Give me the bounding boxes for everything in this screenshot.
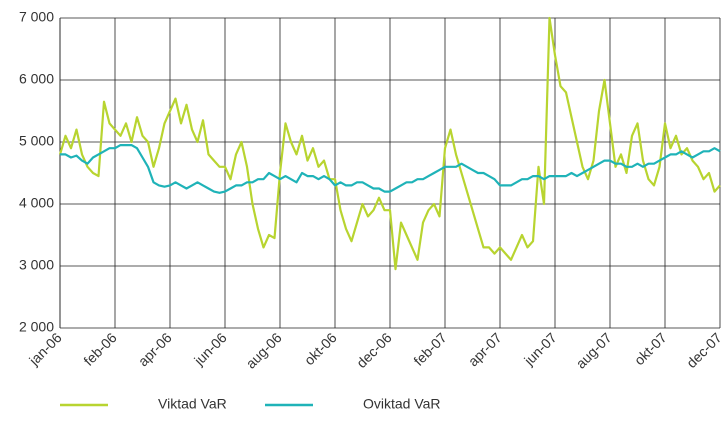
x-tick-label: dec-07 (683, 329, 721, 371)
y-tick-label: 3 000 (19, 257, 54, 273)
y-tick-label: 6 000 (19, 71, 54, 87)
y-tick-label: 2 000 (19, 319, 54, 335)
x-tick-label: feb-06 (80, 329, 120, 369)
y-tick-label: 4 000 (19, 195, 54, 211)
x-tick-label: okt-06 (301, 329, 340, 368)
x-tick-label: jun-06 (190, 329, 230, 369)
x-tick-label: jan-06 (25, 329, 65, 369)
x-tick-label: aug-07 (573, 329, 615, 371)
legend-label: Viktad VaR (158, 396, 227, 412)
x-tick-label: dec-06 (353, 329, 395, 371)
series-line (60, 144, 721, 194)
x-tick-label: apr-06 (135, 329, 175, 369)
x-tick-label: jun-07 (520, 329, 560, 369)
x-tick-label: okt-07 (631, 329, 670, 368)
x-tick-label: feb-07 (410, 329, 450, 369)
y-tick-label: 7 000 (19, 9, 54, 25)
series-line (58, 16, 721, 271)
x-tick-label: apr-07 (465, 329, 505, 369)
legend-label: Oviktad VaR (363, 396, 441, 412)
y-tick-label: 5 000 (19, 133, 54, 149)
x-tick-label: aug-06 (243, 329, 285, 371)
